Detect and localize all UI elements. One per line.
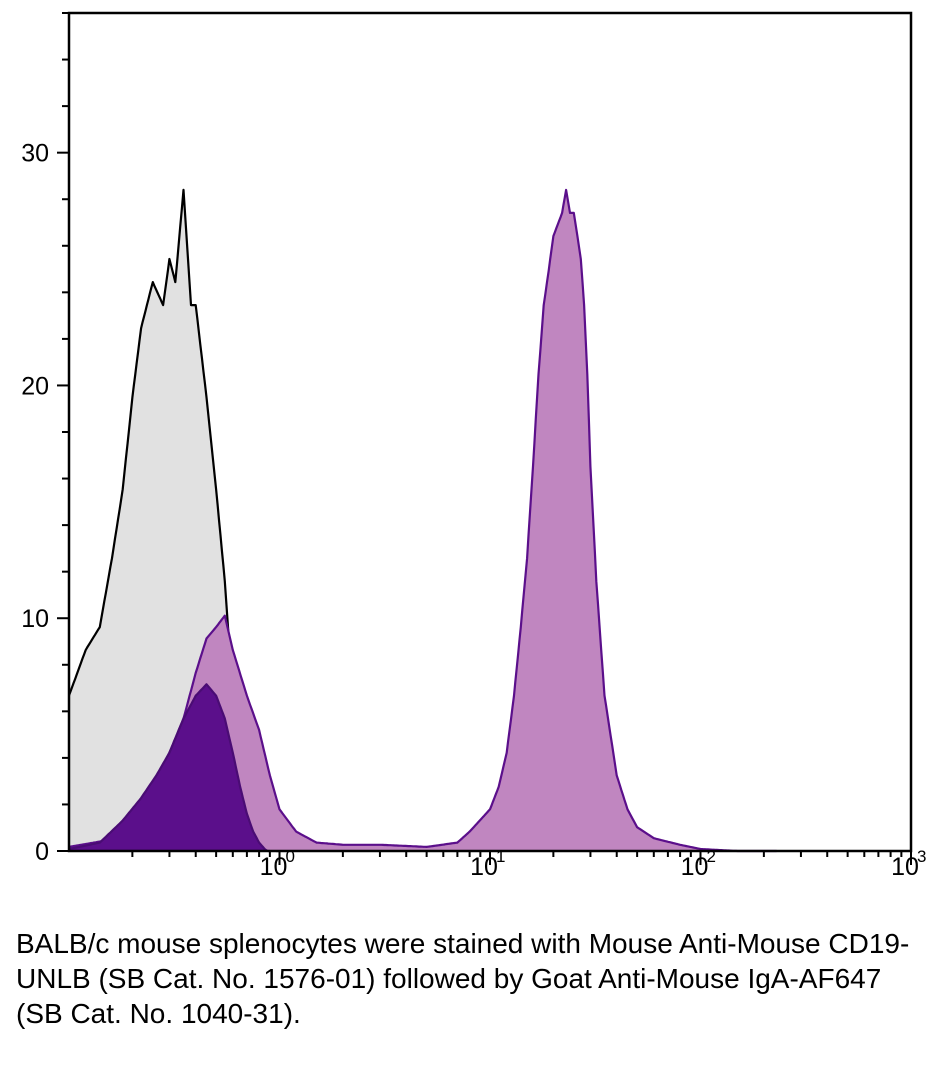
x-tick-label: 10 <box>470 853 498 881</box>
histogram-area-3 <box>69 684 270 851</box>
x-tick-label: 10 <box>891 853 919 881</box>
x-tick-exponent: 0 <box>286 847 295 866</box>
histogram-outline-3 <box>69 683 270 853</box>
histogram-area-2 <box>69 189 777 851</box>
y-tick-label: 30 <box>21 140 49 168</box>
axis-ticks <box>57 12 912 865</box>
x-tick-exponent: 3 <box>917 847 926 866</box>
x-tick-labels: 100 101 102 103 <box>260 847 927 881</box>
x-tick-label: 10 <box>681 853 709 881</box>
series-layer <box>67 188 777 853</box>
y-tick-label: 0 <box>35 838 49 866</box>
x-tick-label: 10 <box>260 853 288 881</box>
x-tick-exponent: 2 <box>707 847 716 866</box>
figure-caption: BALB/c mouse splenocytes were stained wi… <box>16 928 910 1029</box>
y-tick-label: 20 <box>21 372 49 400</box>
y-tick-labels: 0 10 20 30 <box>21 140 49 866</box>
x-tick-exponent: 1 <box>496 847 505 866</box>
histogram-outline-2 <box>68 188 777 853</box>
y-tick-label: 10 <box>21 605 49 633</box>
